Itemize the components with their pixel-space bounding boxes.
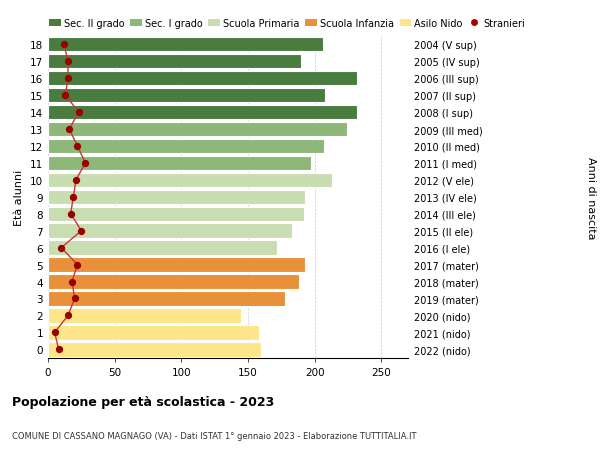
Legend: Sec. II grado, Sec. I grado, Scuola Primaria, Scuola Infanzia, Asilo Nido, Stran: Sec. II grado, Sec. I grado, Scuola Prim… [49,19,525,28]
Point [70,295,79,302]
Bar [48,224,292,238]
Text: COMUNE DI CASSANO MAGNAGO (VA) - Dati ISTAT 1° gennaio 2023 - Elaborazione TUTTI: COMUNE DI CASSANO MAGNAGO (VA) - Dati IS… [12,431,416,441]
Bar [48,157,311,171]
Point [68,194,78,201]
Point [63,312,73,319]
Bar [48,190,305,205]
Point [59,41,69,49]
Bar [48,342,262,357]
Bar [48,325,259,340]
Point [61,92,70,100]
Bar [48,55,301,69]
Point [80,160,90,167]
Point [65,126,74,134]
Bar [48,123,347,137]
Bar [48,89,325,103]
Point [67,278,77,285]
Point [63,58,73,66]
Point [73,261,82,269]
Bar [48,308,241,323]
Point [73,143,82,150]
Bar [48,207,304,221]
Bar [48,38,323,52]
Point [56,245,66,252]
Bar [48,140,324,154]
Point [74,109,83,117]
Bar [48,241,277,255]
Bar [48,275,299,289]
Bar [48,106,358,120]
Point [77,228,86,235]
Y-axis label: Età alunni: Età alunni [14,169,25,225]
Bar [48,258,305,272]
Bar [48,291,286,306]
Point [71,177,81,184]
Text: Anni di nascita: Anni di nascita [586,156,596,239]
Point [63,75,73,83]
Point [54,346,64,353]
Bar [48,72,358,86]
Bar [48,173,332,188]
Text: Popolazione per età scolastica - 2023: Popolazione per età scolastica - 2023 [12,395,274,408]
Point [66,211,76,218]
Point [50,329,59,336]
